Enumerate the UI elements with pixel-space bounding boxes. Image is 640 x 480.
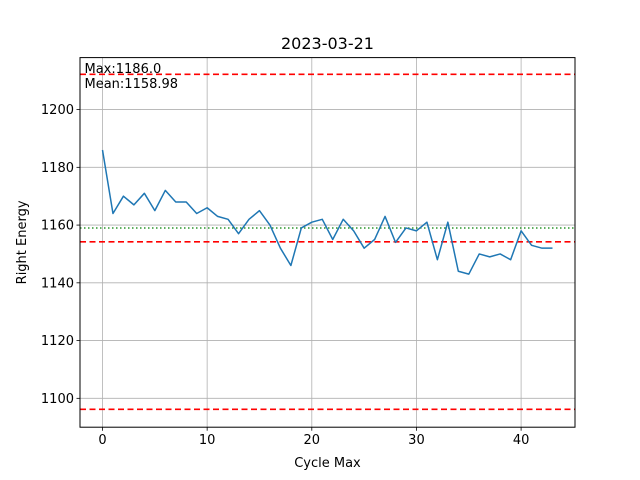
y-tick-label: 1200 [41,103,74,118]
mean-annotation: Mean:1158.98 [85,77,179,92]
y-tick-label: 1160 [41,219,74,234]
x-tick-label: 20 [304,433,321,448]
series-line [101,149,553,275]
x-tick-label: 30 [408,433,425,448]
max-annotation: Max:1186.0 [85,62,162,77]
y-tick-label: 1120 [41,334,74,349]
x-axis-ticks: 0 10 20 30 40 [98,427,529,448]
y-tick-label: 1180 [41,161,74,176]
chart-title: 2023-03-21 [281,34,374,53]
y-axis-title: Right Energy [15,200,30,284]
x-tick-label: 0 [98,433,106,448]
y-axis-ticks: 1100 1120 1140 1160 1180 1200 [41,103,80,407]
x-tick-label: 10 [199,433,216,448]
x-axis-title: Cycle Max [294,456,361,471]
series [101,149,553,275]
plot-frame [79,57,576,428]
y-tick-label: 1140 [41,276,74,291]
reference-lines [80,73,575,411]
y-tick-label: 1100 [41,392,74,407]
x-tick-label: 40 [513,433,530,448]
